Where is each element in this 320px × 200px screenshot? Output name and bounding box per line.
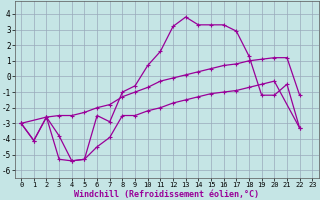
X-axis label: Windchill (Refroidissement éolien,°C): Windchill (Refroidissement éolien,°C) — [74, 190, 259, 199]
